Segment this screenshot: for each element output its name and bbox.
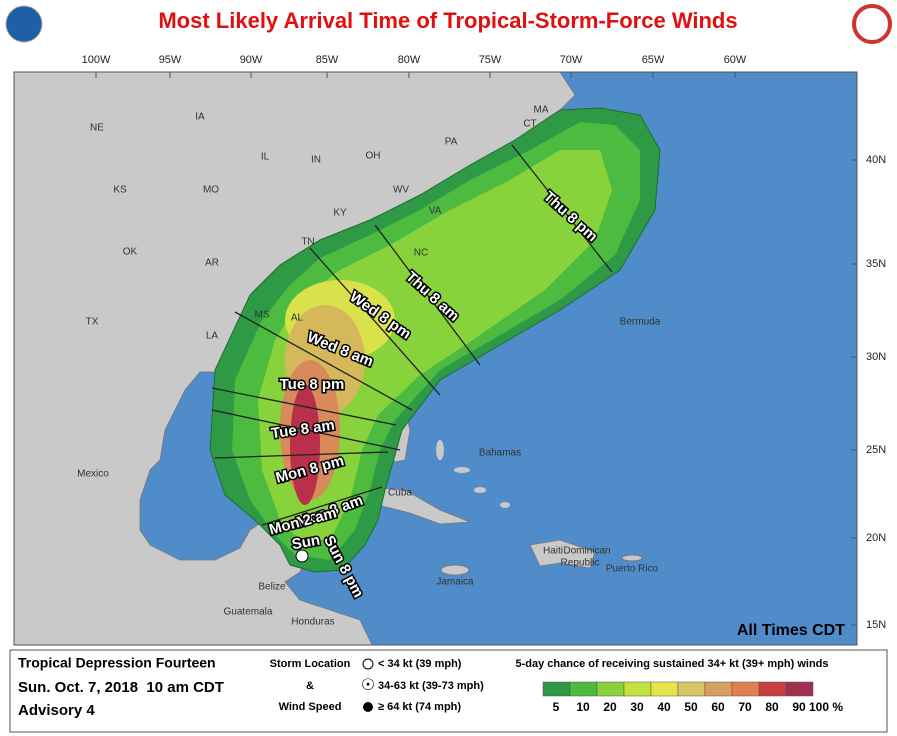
map: NE IA IL IN OH PA MA CT KS MO KY WV VA OK AR TN NC TX LA MS… bbox=[13, 71, 857, 646]
storm-name: Tropical Depression Fourteen bbox=[18, 655, 216, 671]
region-label: IA bbox=[195, 112, 205, 123]
latitude-label: 40N bbox=[866, 154, 886, 166]
latitude-label: 30N bbox=[866, 351, 886, 363]
region-label: IL bbox=[261, 152, 270, 163]
symbol-heading: & bbox=[306, 680, 314, 692]
scale-label: 50 bbox=[684, 700, 698, 714]
legend: ☉ Tropical Depression Fourteen Sun. Oct. … bbox=[9, 649, 888, 733]
region-label: Guatemala bbox=[224, 607, 273, 618]
longitude-label: 95W bbox=[159, 54, 182, 66]
cone-band bbox=[290, 385, 320, 505]
latitude-label: 15N bbox=[866, 619, 886, 631]
isochrones bbox=[211, 144, 613, 526]
region-label: Bahamas bbox=[479, 448, 521, 459]
land-puerto-rico bbox=[621, 554, 643, 562]
longitude-label: 80W bbox=[398, 54, 421, 66]
region-label: KY bbox=[333, 208, 347, 219]
symbol-label: < 34 kt (39 mph) bbox=[378, 658, 462, 670]
symbol-heading: Storm Location bbox=[270, 658, 351, 670]
longitude-label: 70W bbox=[560, 54, 583, 66]
region-label: MS bbox=[255, 310, 270, 321]
symbol-hurricane bbox=[363, 702, 373, 712]
region-label: Cuba bbox=[388, 488, 412, 499]
region-label: Jamaica bbox=[436, 577, 474, 588]
region-label: WV bbox=[393, 185, 409, 196]
region-label: NC bbox=[414, 248, 428, 259]
region-label: AL bbox=[291, 313, 304, 324]
longitude-label: 75W bbox=[479, 54, 502, 66]
region-label: TN bbox=[301, 237, 314, 248]
scale-label: 80 bbox=[765, 700, 779, 714]
longitude-label: 100W bbox=[82, 54, 111, 66]
symbol-depression bbox=[362, 658, 374, 670]
region-label: IN bbox=[311, 155, 321, 166]
scale-label: 40 bbox=[657, 700, 671, 714]
land-hispaniola bbox=[529, 539, 596, 569]
region-label: Haiti bbox=[543, 546, 563, 557]
scale-swatch bbox=[569, 681, 598, 697]
scale-label: 5 bbox=[553, 700, 560, 714]
scale-label: 30 bbox=[630, 700, 644, 714]
region-label: Puerto Rico bbox=[606, 564, 659, 575]
latitude-label: 35N bbox=[866, 258, 886, 270]
region-label: MO bbox=[203, 185, 219, 196]
scale-swatch bbox=[758, 681, 787, 697]
scale-swatch bbox=[542, 681, 571, 697]
scale-swatch bbox=[596, 681, 625, 697]
scale-swatch bbox=[785, 681, 814, 697]
symbol-heading: Wind Speed bbox=[279, 701, 342, 713]
region-label: Belize bbox=[258, 582, 286, 593]
scale-label: 90 bbox=[792, 700, 806, 714]
issued-time: Sun. Oct. 7, 2018 10 am CDT bbox=[18, 679, 224, 696]
symbol-storm: ☉ bbox=[361, 677, 375, 694]
region-label: Bermuda bbox=[620, 317, 661, 328]
region-label: OK bbox=[123, 247, 138, 258]
map-frame bbox=[13, 71, 858, 646]
latitude-label: 25N bbox=[866, 444, 886, 456]
region-label: KS bbox=[113, 185, 127, 196]
region-label: NE bbox=[90, 123, 104, 134]
title: Most Likely Arrival Time of Tropical-Sto… bbox=[158, 8, 737, 33]
region-label: OH bbox=[366, 151, 381, 162]
region-label: MA bbox=[534, 105, 549, 116]
land-bahamas bbox=[436, 440, 510, 508]
scale-swatch bbox=[677, 681, 706, 697]
region-label: PA bbox=[445, 137, 458, 148]
longitude-label: 65W bbox=[642, 54, 665, 66]
noaa-logo bbox=[5, 5, 43, 43]
scale-swatch bbox=[704, 681, 733, 697]
region-label: CT bbox=[523, 119, 536, 130]
scale-label: 70 bbox=[738, 700, 752, 714]
cone-band bbox=[258, 150, 612, 540]
region-label: Honduras bbox=[291, 617, 334, 628]
scale-title: 5-day chance of receiving sustained 34+ … bbox=[516, 658, 829, 670]
nws-logo bbox=[852, 4, 892, 44]
scale-swatch bbox=[650, 681, 679, 697]
scale-label: 20 bbox=[603, 700, 617, 714]
region-label: VA bbox=[429, 206, 442, 217]
longitude-label: 60W bbox=[724, 54, 747, 66]
scale-label: 10 bbox=[576, 700, 590, 714]
region-label: AR bbox=[205, 258, 219, 269]
latitude-label: 20N bbox=[866, 532, 886, 544]
scale-swatch bbox=[623, 681, 652, 697]
time-zone-note: All Times CDT bbox=[737, 622, 845, 639]
scale-swatch bbox=[731, 681, 760, 697]
longitude-label: 90W bbox=[240, 54, 263, 66]
land-jamaica bbox=[440, 564, 470, 576]
region-label: Dominican bbox=[563, 546, 610, 557]
region-label: Mexico bbox=[77, 469, 109, 480]
symbol-label: 34-63 kt (39-73 mph) bbox=[378, 680, 484, 692]
region-label: TX bbox=[86, 317, 99, 328]
arrival-time-label: Tue 8 pm bbox=[280, 376, 345, 393]
scale-label: 100 % bbox=[809, 700, 843, 714]
storm-location bbox=[295, 549, 309, 563]
region-label: Republic bbox=[561, 558, 600, 569]
symbol-label: ≥ 64 kt (74 mph) bbox=[378, 701, 461, 713]
longitude-label: 85W bbox=[316, 54, 339, 66]
scale-label: 60 bbox=[711, 700, 725, 714]
region-label: LA bbox=[206, 331, 219, 342]
advisory: Advisory 4 bbox=[18, 702, 95, 719]
